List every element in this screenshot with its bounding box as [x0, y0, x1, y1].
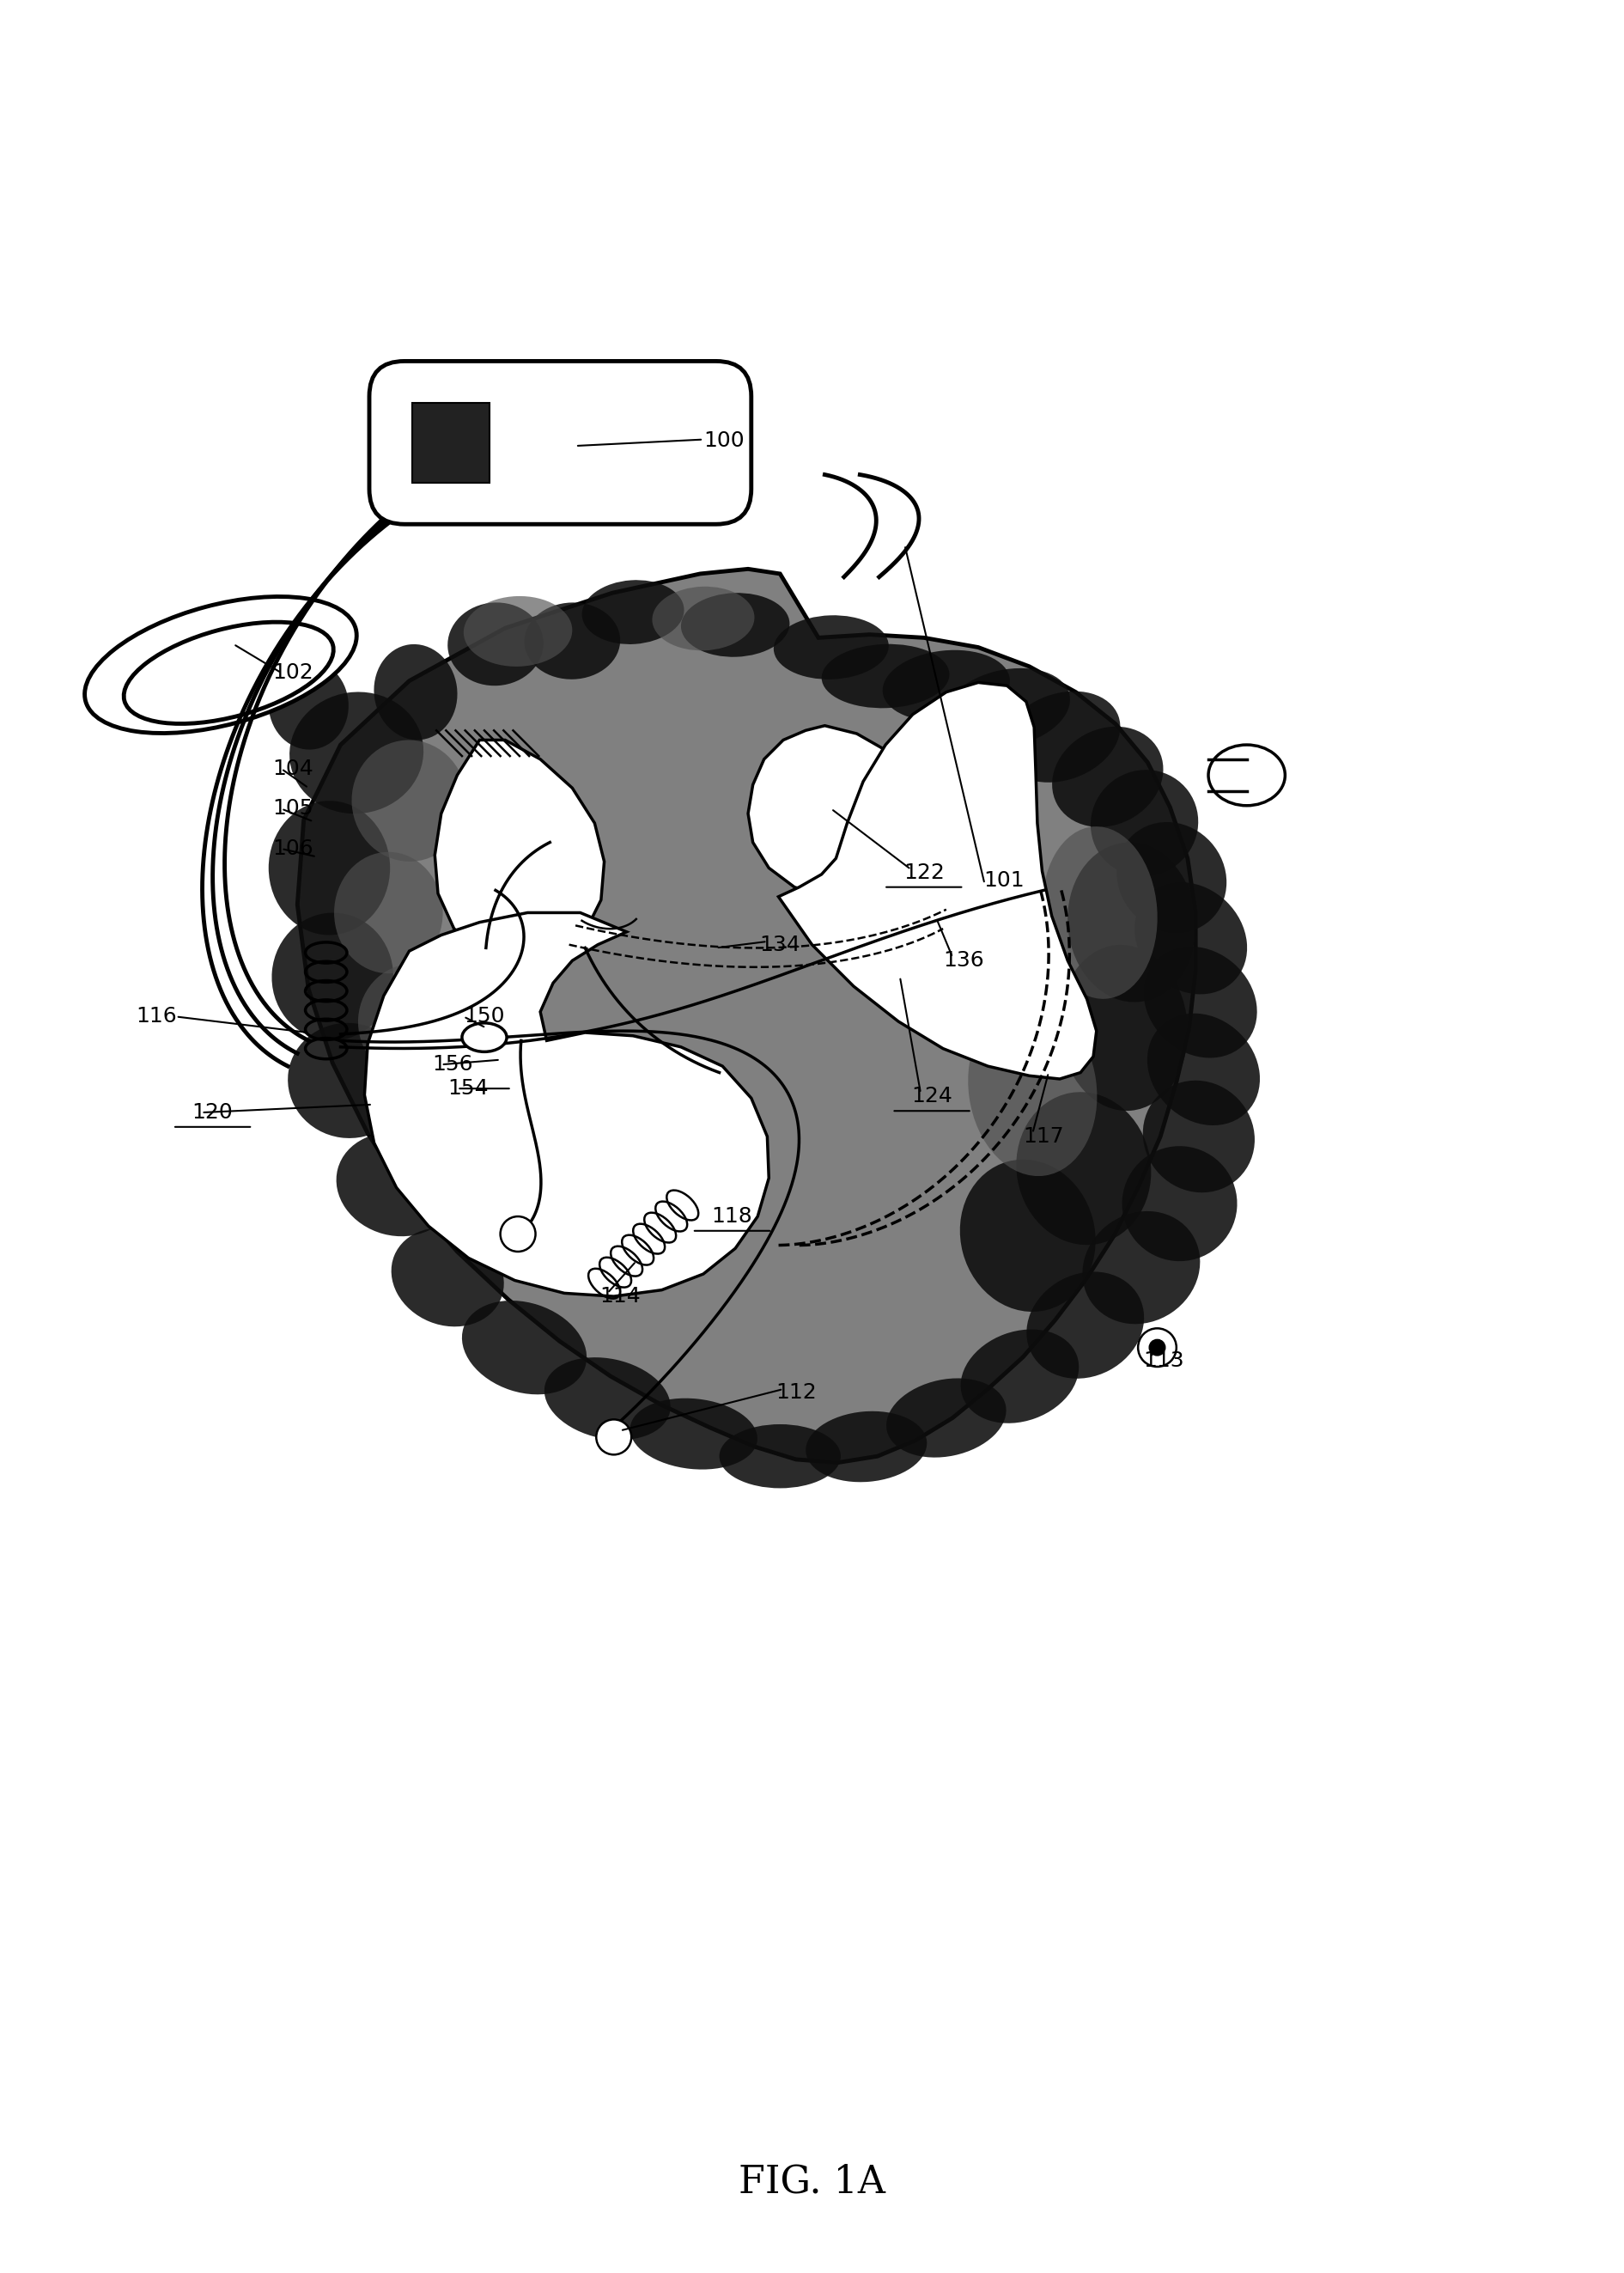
Circle shape [596, 1418, 632, 1455]
Ellipse shape [357, 964, 466, 1080]
Ellipse shape [271, 914, 393, 1041]
Ellipse shape [544, 1357, 671, 1441]
Ellipse shape [461, 1300, 586, 1393]
Text: 156: 156 [432, 1055, 473, 1075]
Ellipse shape [968, 1000, 1098, 1175]
Text: 136: 136 [944, 950, 984, 971]
Ellipse shape [268, 800, 390, 934]
Ellipse shape [374, 643, 458, 741]
FancyBboxPatch shape [369, 361, 752, 525]
Ellipse shape [822, 643, 950, 709]
Text: 101: 101 [984, 871, 1025, 891]
Text: FIG. 1A: FIG. 1A [739, 2164, 885, 2200]
Ellipse shape [461, 1023, 507, 1052]
Ellipse shape [1122, 1146, 1237, 1262]
Ellipse shape [84, 596, 357, 734]
Ellipse shape [1067, 843, 1195, 1002]
Polygon shape [778, 682, 1096, 1080]
Ellipse shape [961, 1330, 1078, 1423]
Text: 154: 154 [448, 1077, 489, 1098]
Polygon shape [364, 914, 768, 1296]
Text: 118: 118 [711, 1207, 752, 1227]
Ellipse shape [1052, 727, 1163, 827]
Polygon shape [749, 725, 918, 898]
Ellipse shape [463, 596, 572, 666]
Ellipse shape [773, 616, 888, 680]
Ellipse shape [1143, 1080, 1255, 1193]
Text: 114: 114 [599, 1287, 641, 1307]
Ellipse shape [630, 1398, 757, 1468]
Ellipse shape [1017, 1091, 1151, 1246]
Ellipse shape [1002, 691, 1121, 782]
Ellipse shape [680, 593, 789, 657]
Ellipse shape [336, 1132, 456, 1237]
Text: 150: 150 [464, 1007, 505, 1027]
Text: 112: 112 [776, 1382, 817, 1402]
Ellipse shape [335, 852, 443, 973]
Text: 113: 113 [1143, 1350, 1184, 1371]
Ellipse shape [123, 623, 333, 723]
Text: 120: 120 [192, 1102, 234, 1123]
Ellipse shape [268, 659, 349, 750]
Ellipse shape [1143, 946, 1257, 1057]
Text: 106: 106 [273, 839, 313, 859]
Ellipse shape [960, 1159, 1096, 1312]
Circle shape [500, 1216, 536, 1252]
Ellipse shape [719, 1425, 841, 1489]
Polygon shape [435, 741, 604, 961]
Ellipse shape [1208, 746, 1285, 805]
Text: 104: 104 [273, 759, 313, 780]
Polygon shape [297, 568, 1195, 1462]
Ellipse shape [448, 602, 544, 686]
FancyBboxPatch shape [412, 402, 489, 482]
Ellipse shape [882, 650, 1010, 721]
Ellipse shape [289, 691, 424, 814]
Ellipse shape [391, 1227, 503, 1327]
Ellipse shape [887, 1377, 1007, 1457]
Circle shape [1150, 1339, 1164, 1355]
Ellipse shape [1026, 1271, 1143, 1377]
Ellipse shape [1135, 882, 1247, 993]
Ellipse shape [525, 602, 620, 680]
Text: 102: 102 [273, 664, 313, 684]
Ellipse shape [806, 1412, 927, 1482]
Text: 134: 134 [760, 934, 801, 955]
Ellipse shape [1147, 1014, 1260, 1125]
Ellipse shape [1117, 823, 1226, 932]
Text: 105: 105 [273, 798, 313, 818]
Circle shape [1138, 1327, 1176, 1366]
Ellipse shape [944, 668, 1070, 748]
Ellipse shape [352, 741, 466, 861]
Ellipse shape [1059, 946, 1187, 1111]
Text: 122: 122 [903, 861, 945, 882]
Ellipse shape [287, 1023, 409, 1139]
Text: 100: 100 [703, 432, 744, 452]
Text: 117: 117 [1023, 1125, 1064, 1148]
Ellipse shape [581, 580, 684, 643]
Ellipse shape [653, 586, 755, 650]
Ellipse shape [1091, 771, 1199, 877]
Ellipse shape [1043, 827, 1158, 998]
Text: 116: 116 [136, 1007, 177, 1027]
Text: 124: 124 [911, 1086, 952, 1107]
Ellipse shape [1083, 1212, 1200, 1323]
